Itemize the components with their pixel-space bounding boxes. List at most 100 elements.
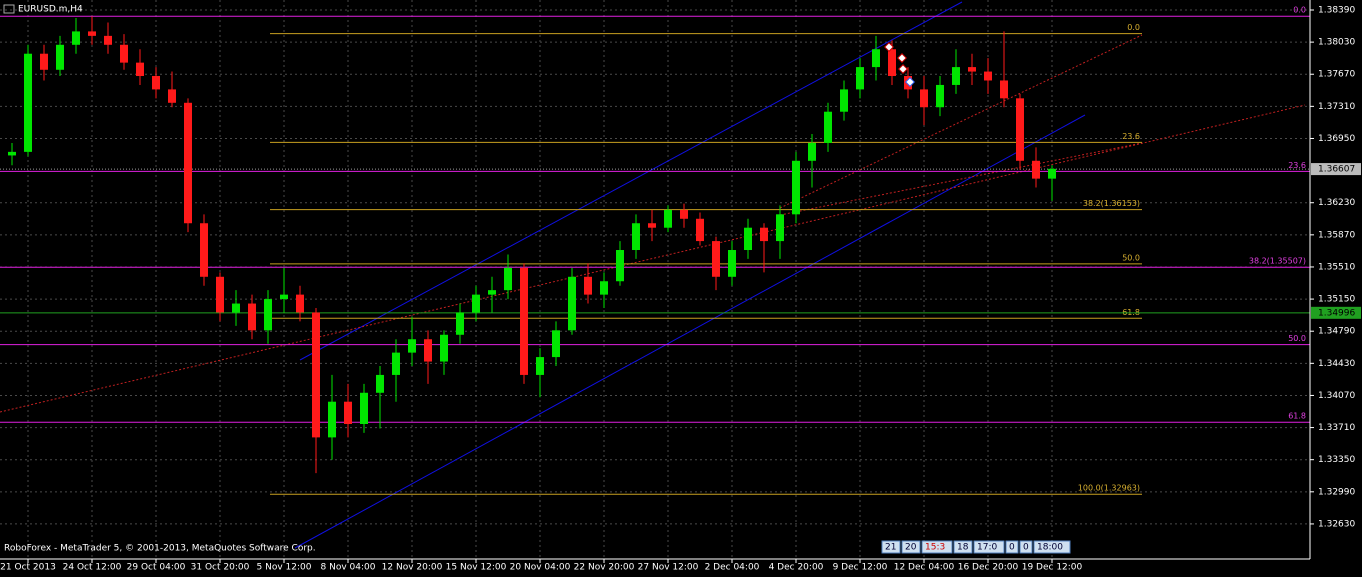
candle-body	[552, 330, 560, 358]
trend-line	[0, 104, 1306, 413]
candle-body	[664, 209, 672, 228]
icon	[3, 4, 15, 14]
candle-body	[328, 401, 336, 438]
candle-body	[264, 299, 272, 331]
candle-body	[184, 102, 192, 224]
price-label: 1.34996	[1318, 308, 1355, 318]
y-tick-label: 1.35510	[1318, 262, 1355, 272]
candle-body	[248, 303, 256, 331]
marker	[905, 77, 915, 87]
candle-body	[536, 357, 544, 375]
grid	[0, 0, 1310, 559]
x-tick-label: 20 Nov 04:00	[510, 563, 571, 573]
x-tick-label: 19 Dec 12:00	[1022, 563, 1083, 573]
candle-body	[952, 67, 960, 85]
candle-body	[104, 35, 112, 45]
candle-body	[792, 160, 800, 215]
candle-body	[120, 44, 128, 63]
candle-body	[696, 218, 704, 242]
y-tick-label: 1.32990	[1318, 487, 1355, 497]
fib-label: 38.2(1.36153)	[1083, 199, 1140, 208]
candle-body	[760, 227, 768, 242]
x-tick-label: 22 Nov 20:00	[574, 563, 635, 573]
candle-body	[936, 84, 944, 108]
candle-body	[808, 142, 816, 161]
time-box-label: 18	[957, 543, 969, 553]
candle-body	[1016, 98, 1024, 161]
fib-label: 23.6	[1288, 161, 1306, 170]
candle-body	[632, 223, 640, 251]
candle-body	[968, 67, 976, 72]
candle-body	[440, 334, 448, 362]
trade-markers	[884, 42, 915, 87]
trend-line	[779, 34, 1143, 209]
time-box	[901, 540, 921, 554]
price-label: 1.36607	[1318, 165, 1355, 175]
y-tick-label: 1.34430	[1318, 359, 1355, 369]
x-tick-label: 5 Nov 12:00	[257, 563, 312, 573]
footer: RoboForex - MetaTrader 5, © 2001-2013, M…	[4, 544, 316, 554]
y-tick-label: 1.38030	[1318, 38, 1355, 48]
candle-body	[312, 312, 320, 438]
x-tick-label: 16 Dec 20:00	[958, 563, 1019, 573]
candle-body	[296, 294, 304, 313]
time-box	[973, 540, 1005, 554]
fib-label: 50.0	[1122, 253, 1140, 262]
y-tick-label: 1.35150	[1318, 295, 1355, 305]
candle-body	[136, 62, 144, 77]
time-box	[881, 540, 901, 554]
time-box-label: 15:3	[925, 543, 945, 553]
candle-body	[424, 339, 432, 362]
candle-body	[584, 276, 592, 295]
candle-body	[232, 303, 240, 313]
channel-lower	[294, 114, 1086, 549]
candle-body	[920, 89, 928, 108]
candle-body	[88, 31, 96, 36]
candle-body	[40, 53, 48, 70]
fib-label: 100.0(1.32963)	[1078, 484, 1140, 493]
fib-label: 38.2(1.35507)	[1249, 257, 1306, 266]
fib-label: 50.0	[1288, 334, 1306, 343]
time-box	[1005, 540, 1019, 554]
time-box	[1033, 540, 1071, 554]
candle-body	[744, 227, 752, 251]
levels: 0.0 23.6 38.2(1.36153) 50.0 61.8 100.0(1.3296…	[0, 6, 1310, 495]
x-tick-label: 12 Nov 20:00	[382, 563, 443, 573]
candle-body	[1000, 80, 1008, 99]
candle-body	[888, 49, 896, 77]
y-tick-label: 1.38390	[1318, 5, 1355, 15]
candle-body	[344, 401, 352, 425]
time-box-label: 0	[1023, 543, 1029, 553]
x-tick-label: 2 Dec 04:00	[705, 563, 760, 573]
candle-body	[168, 89, 176, 103]
chart-title: EURUSD.m,H4	[18, 5, 83, 15]
time-box	[953, 540, 973, 554]
candle-body	[856, 67, 864, 90]
fib-label: 23.6	[1122, 132, 1140, 141]
x-tick-label: 24 Oct 12:00	[63, 563, 122, 573]
candle-body	[728, 250, 736, 277]
x-tick-label: 21 Oct 2013	[0, 563, 56, 573]
candle-body	[216, 276, 224, 313]
time-box	[921, 540, 953, 554]
candle-body	[776, 214, 784, 242]
candle-body	[520, 267, 528, 375]
candle-body	[200, 223, 208, 277]
time-boxes: 21 20 15:3 18 17:0 0 0 18:00	[881, 540, 1071, 554]
candle-body	[648, 223, 656, 228]
x-tick-label: 15 Nov 12:00	[446, 563, 507, 573]
candle-body	[472, 294, 480, 313]
y-tick-label: 1.32630	[1318, 519, 1355, 529]
x-tick-label: 31 Oct 20:00	[191, 563, 250, 573]
time-box-label: 17:0	[977, 543, 997, 553]
x-tick-label: 8 Nov 04:00	[321, 563, 376, 573]
candle-body	[568, 276, 576, 331]
candle-body	[824, 111, 832, 143]
price-box	[1311, 306, 1361, 319]
candle-body	[8, 151, 16, 156]
y-tick-label: 1.33710	[1318, 423, 1355, 433]
fib-label: 0.0	[1293, 6, 1306, 15]
candle-body	[1032, 160, 1040, 179]
trend-line	[779, 142, 1143, 216]
